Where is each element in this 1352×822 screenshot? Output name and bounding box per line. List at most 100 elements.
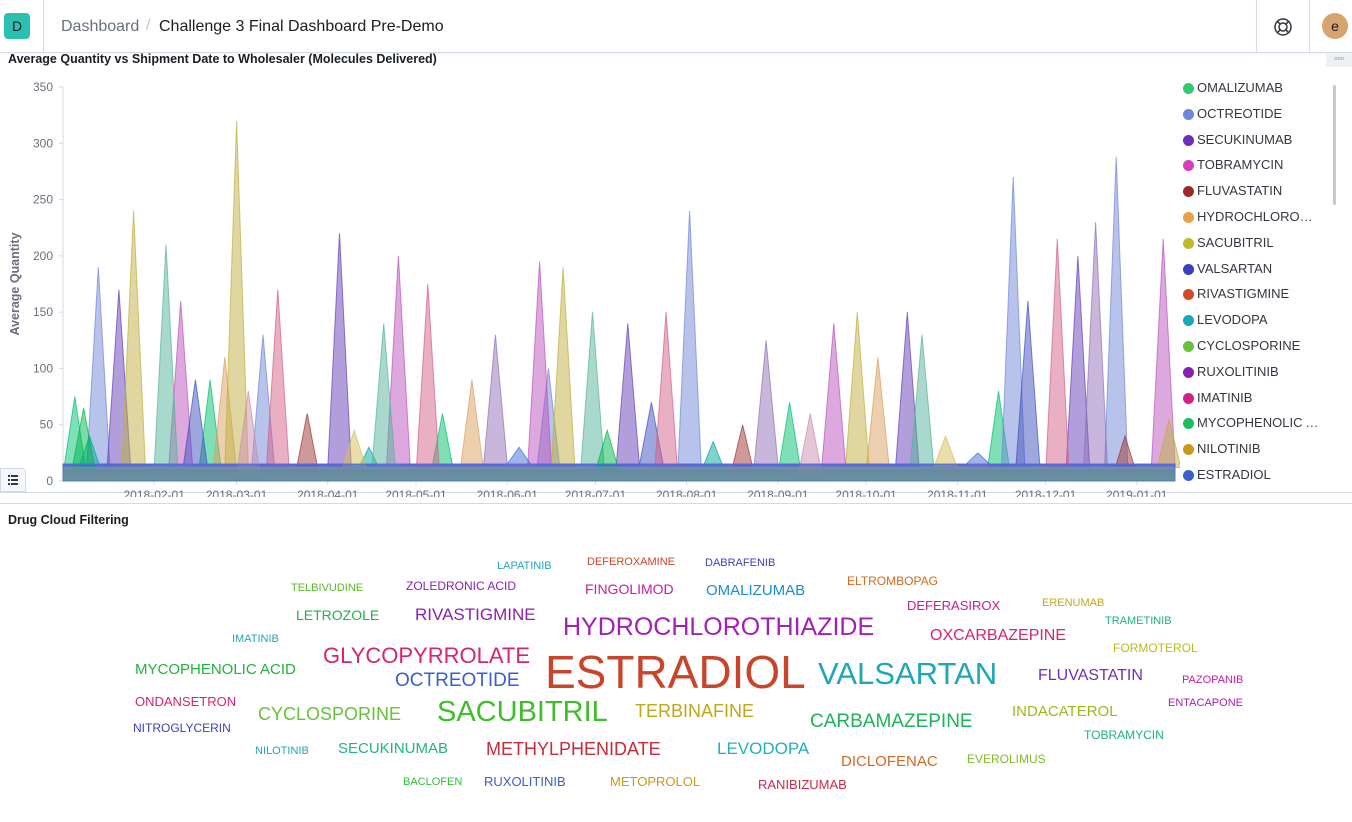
legend-label: NILOTINIB — [1197, 441, 1261, 457]
cloud-word-fingolimod[interactable]: FINGOLIMOD — [585, 581, 674, 597]
cloud-word-carbamazepine[interactable]: CARBAMAZEPINE — [810, 711, 973, 732]
cloud-word-indacaterol[interactable]: INDACATEROL — [1012, 703, 1118, 720]
legend-color-dot — [1183, 212, 1194, 223]
legend-color-dot — [1183, 186, 1194, 198]
cloud-word-estradiol[interactable]: ESTRADIOL — [545, 646, 806, 698]
legend-color-dot — [1183, 366, 1194, 378]
legend-label: VALSARTAN — [1197, 260, 1273, 276]
legend-color-dot — [1183, 263, 1194, 275]
cloud-word-levodopa[interactable]: LEVODOPA — [717, 739, 810, 758]
header-divider — [43, 0, 44, 53]
cloud-word-terbinafine[interactable]: TERBINAFINE — [635, 701, 755, 721]
cloud-word-sacubitril[interactable]: SACUBITRIL — [437, 696, 608, 728]
cloud-word-valsartan[interactable]: VALSARTAN — [818, 656, 998, 691]
legend-label: CYCLOSPORINE — [1197, 338, 1301, 353]
cloud-word-formoterol[interactable]: FORMOTEROL — [1113, 641, 1198, 655]
area-chart-panel: Average Quantity vs Shipment Date to Who… — [0, 52, 1352, 497]
cloud-word-zoledronic-acid[interactable]: ZOLEDRONIC ACID — [406, 579, 517, 593]
legend-scrollbar[interactable] — [1333, 85, 1336, 205]
y-axis-title: Average Quantity — [8, 232, 22, 335]
cloud-word-ranibizumab[interactable]: RANIBIZUMAB — [758, 777, 847, 792]
legend-color-dot — [1183, 83, 1194, 94]
cloud-word-entacapone[interactable]: ENTACAPONE — [1168, 697, 1243, 709]
legend-color-dot — [1183, 444, 1194, 456]
cloud-word-pazopanib[interactable]: PAZOPANIB — [1182, 674, 1244, 686]
series-area-sacubitril — [62, 120, 1180, 482]
cloud-word-telbivudine[interactable]: TELBIVUDINE — [291, 582, 364, 594]
y-tick-label: 250 — [33, 193, 53, 207]
x-tick-label: 2018-09-01 — [747, 488, 809, 497]
cloud-word-deferasirox[interactable]: DEFERASIROX — [907, 598, 1001, 613]
cloud-word-diclofenac[interactable]: DICLOFENAC — [841, 753, 938, 770]
x-tick-label: 2018-05-01 — [385, 488, 447, 497]
legend-label: IMATINIB — [1197, 389, 1253, 405]
list-icon — [8, 475, 18, 485]
legend-color-dot — [1183, 418, 1194, 430]
x-tick-label: 2019-01-01 — [1106, 488, 1168, 497]
breadcrumb-current-page: Challenge 3 Final Dashboard Pre-Demo — [159, 18, 444, 35]
y-tick-label: 100 — [33, 361, 53, 375]
cloud-word-cyclosporine[interactable]: CYCLOSPORINE — [258, 704, 402, 724]
legend-label: SACUBITRIL — [1197, 234, 1274, 250]
cloud-word-nitroglycerin[interactable]: NITROGLYCERIN — [133, 721, 231, 735]
cloud-word-dabrafenib[interactable]: DABRAFENIB — [705, 557, 776, 569]
legend-toggle-button[interactable] — [0, 468, 26, 492]
cloud-word-oxcarbazepine[interactable]: OXCARBAZEPINE — [930, 627, 1067, 644]
cloud-word-metoprolol[interactable]: METOPROLOL — [610, 774, 701, 789]
top-nav-bar: D Dashboard / Challenge 3 Final Dashboar… — [0, 0, 1352, 53]
x-tick-label: 2018-12-01 — [1015, 488, 1077, 497]
cloud-word-everolimus[interactable]: EVEROLIMUS — [967, 752, 1046, 766]
legend-color-dot — [1183, 108, 1194, 120]
y-tick-label: 350 — [33, 80, 53, 94]
cloud-word-omalizumab[interactable]: OMALIZUMAB — [706, 582, 806, 599]
cloud-word-fluvastatin[interactable]: FLUVASTATIN — [1038, 667, 1143, 684]
cloud-word-secukinumab[interactable]: SECUKINUMAB — [338, 740, 449, 757]
dashboard-logo-icon[interactable]: D — [4, 13, 30, 39]
user-avatar[interactable]: e — [1322, 13, 1348, 39]
cloud-panel-title: Drug Cloud Filtering — [8, 513, 129, 527]
cloud-word-imatinib[interactable]: IMATINIB — [232, 633, 279, 645]
cloud-word-methylphenidate[interactable]: METHYLPHENIDATE — [486, 739, 661, 759]
panel-options-icon[interactable]: ▫▫▫ — [1326, 53, 1352, 67]
cloud-word-trametinib[interactable]: TRAMETINIB — [1105, 615, 1172, 627]
cloud-word-eltrombopag[interactable]: ELTROMBOPAG — [847, 574, 938, 588]
legend-label: RUXOLITINIB — [1197, 363, 1279, 379]
x-tick-label: 2018-08-01 — [656, 488, 718, 497]
y-tick-label: 50 — [40, 418, 54, 432]
legend-color-dot — [1183, 341, 1194, 352]
cloud-word-ruxolitinib[interactable]: RUXOLITINIB — [484, 774, 566, 789]
cloud-word-deferoxamine[interactable]: DEFEROXAMINE — [587, 556, 676, 568]
legend-label: LEVODOPA — [1197, 312, 1268, 328]
cloud-word-rivastigmine[interactable]: RIVASTIGMINE — [415, 605, 536, 624]
legend-color-dot — [1183, 160, 1194, 172]
y-tick-label: 150 — [33, 305, 53, 319]
breadcrumb-dashboard[interactable]: Dashboard — [61, 18, 140, 35]
legend-label: OMALIZUMAB — [1197, 80, 1283, 95]
cloud-word-mycophenolic-acid[interactable]: MYCOPHENOLIC ACID — [135, 661, 296, 678]
cloud-word-letrozole[interactable]: LETROZOLE — [296, 607, 380, 623]
cloud-word-erenumab[interactable]: ERENUMAB — [1042, 597, 1105, 609]
cloud-word-lapatinib[interactable]: LAPATINIB — [497, 560, 552, 572]
cloud-word-hydrochlorothiazide[interactable]: HYDROCHLOROTHIAZIDE — [563, 613, 875, 641]
header-divider — [1256, 0, 1257, 53]
x-tick-label: 2018-04-01 — [297, 488, 359, 497]
legend-color-dot — [1183, 315, 1194, 327]
cloud-word-nilotinib[interactable]: NILOTINIB — [255, 745, 309, 757]
series-area-estradiol — [62, 446, 1176, 482]
cloud-word-ondansetron[interactable]: ONDANSETRON — [135, 694, 237, 709]
cloud-word-glycopyrrolate[interactable]: GLYCOPYRROLATE — [323, 643, 531, 668]
breadcrumb-separator: / — [146, 17, 151, 34]
legend-color-dot — [1183, 237, 1194, 249]
y-tick-label: 200 — [33, 249, 53, 263]
legend-label: SECUKINUMAB — [1197, 131, 1293, 147]
x-tick-label: 2018-02-01 — [124, 488, 186, 497]
help-lifebuoy-icon[interactable] — [1273, 17, 1293, 37]
area-chart: 0 50 100 150 200 250 300 350 2018-02-01 2018-03-0… — [8, 80, 1180, 497]
cloud-word-tobramycin[interactable]: TOBRAMYCIN — [1084, 728, 1164, 742]
cloud-word-baclofen[interactable]: BACLOFEN — [403, 776, 463, 788]
cloud-word-octreotide[interactable]: OCTREOTIDE — [395, 670, 520, 691]
legend-label: HYDROCHLOROTHIAZIDE — [1197, 209, 1319, 224]
y-tick-label: 0 — [46, 474, 53, 488]
x-tick-label: 2018-07-01 — [565, 488, 627, 497]
legend-label: FLUVASTATIN — [1197, 183, 1283, 199]
